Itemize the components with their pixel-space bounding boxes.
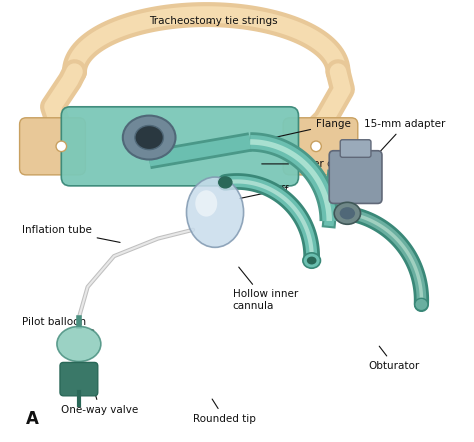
Text: Outer cannula: Outer cannula — [262, 159, 368, 169]
Text: Rounded tip: Rounded tip — [193, 399, 256, 423]
Text: 15-mm adapter: 15-mm adapter — [365, 119, 446, 162]
Text: Tracheostomy tie strings: Tracheostomy tie strings — [149, 16, 278, 26]
Ellipse shape — [135, 126, 164, 150]
Ellipse shape — [307, 256, 317, 264]
Ellipse shape — [415, 298, 428, 311]
Ellipse shape — [303, 253, 320, 268]
Ellipse shape — [340, 207, 355, 219]
Text: Obturator: Obturator — [369, 346, 420, 371]
Ellipse shape — [57, 326, 101, 362]
Circle shape — [311, 141, 321, 152]
Text: A: A — [26, 410, 39, 428]
Ellipse shape — [219, 177, 232, 188]
Text: Inflation tube: Inflation tube — [22, 225, 120, 242]
FancyBboxPatch shape — [329, 151, 382, 203]
Ellipse shape — [186, 177, 244, 248]
Text: Flange: Flange — [257, 119, 351, 141]
Text: Cuff: Cuff — [240, 185, 289, 198]
Text: Pilot balloon: Pilot balloon — [22, 317, 94, 330]
FancyBboxPatch shape — [340, 140, 371, 157]
FancyBboxPatch shape — [283, 118, 358, 175]
Circle shape — [56, 141, 66, 152]
Ellipse shape — [123, 116, 175, 160]
Text: Hollow inner
cannula: Hollow inner cannula — [233, 267, 298, 311]
Ellipse shape — [334, 202, 361, 224]
FancyBboxPatch shape — [19, 118, 85, 175]
FancyBboxPatch shape — [60, 362, 98, 396]
Ellipse shape — [195, 190, 217, 217]
FancyBboxPatch shape — [61, 107, 299, 186]
Text: One-way valve: One-way valve — [61, 386, 138, 415]
